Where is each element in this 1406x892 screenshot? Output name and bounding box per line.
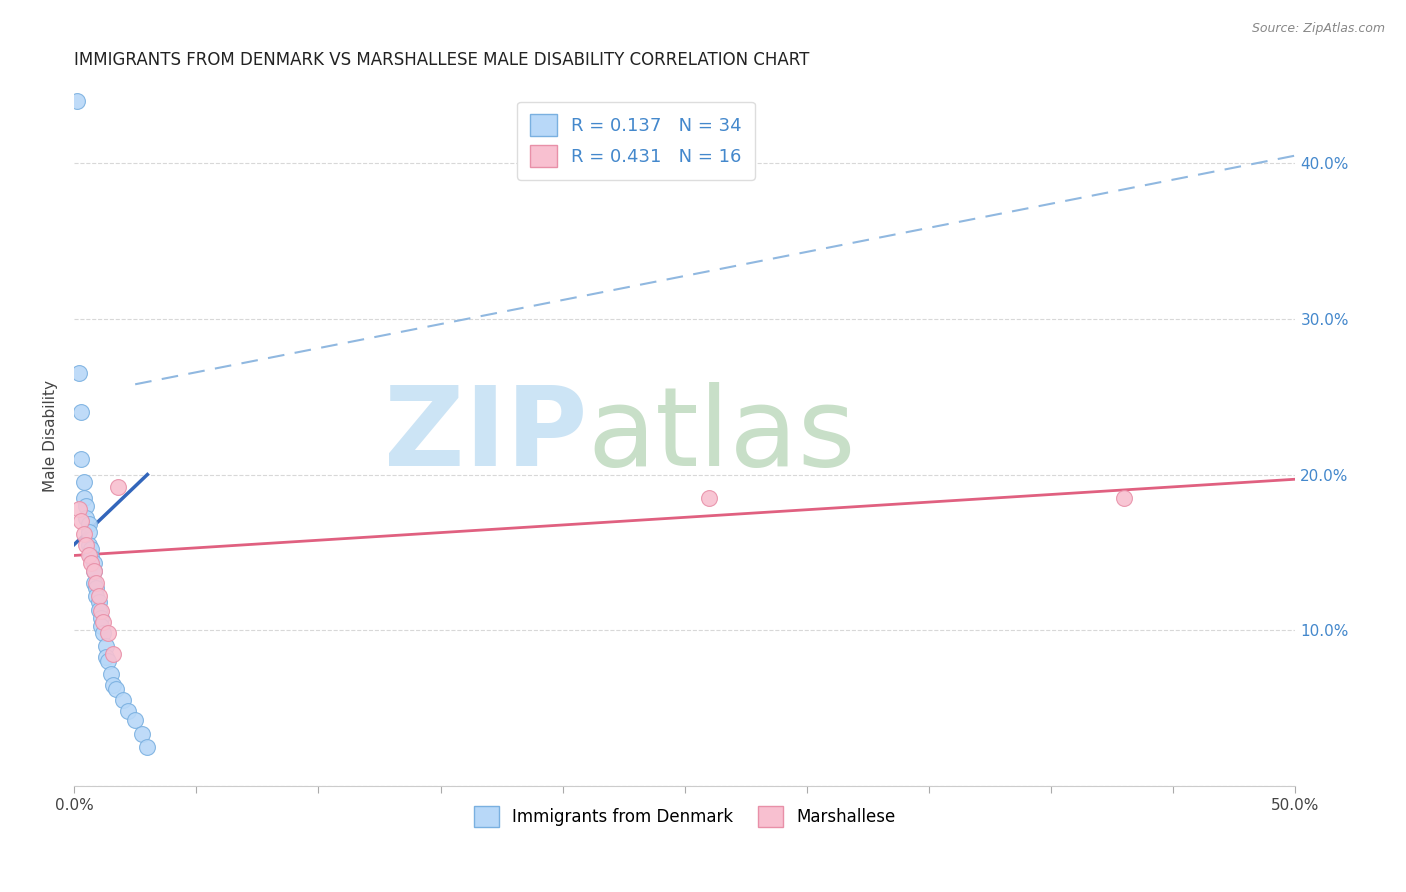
Point [87, 595, 110, 609]
Point [104, 682, 127, 697]
Point [84, 576, 107, 591]
Point [97, 626, 120, 640]
Text: atlas: atlas [588, 382, 856, 489]
Point [90, 611, 112, 625]
Point [100, 666, 122, 681]
Point [97, 654, 120, 668]
Point [117, 704, 139, 718]
Point [1114, 491, 1136, 505]
Point [90, 618, 112, 632]
Point [70, 514, 93, 528]
Point [73, 475, 96, 490]
Point [67, 501, 90, 516]
Point [101, 647, 124, 661]
Point [84, 581, 107, 595]
Point [101, 678, 124, 692]
Point [124, 714, 146, 728]
Text: Source: ZipAtlas.com: Source: ZipAtlas.com [1251, 22, 1385, 36]
Point [93, 615, 115, 630]
Point [111, 693, 134, 707]
Point [83, 576, 105, 591]
Point [80, 549, 103, 564]
Y-axis label: Male Disability: Male Disability [44, 380, 58, 491]
Point [80, 556, 103, 570]
Point [75, 538, 97, 552]
Point [90, 605, 112, 619]
Legend: Immigrants from Denmark, Marshallese: Immigrants from Denmark, Marshallese [467, 800, 903, 833]
Point [77, 517, 100, 532]
Point [697, 491, 720, 505]
Point [65, 94, 87, 108]
Point [83, 564, 105, 578]
Point [70, 452, 93, 467]
Point [93, 626, 115, 640]
Text: ZIP: ZIP [384, 382, 588, 489]
Point [73, 526, 96, 541]
Point [87, 603, 110, 617]
Point [94, 649, 117, 664]
Text: IMMIGRANTS FROM DENMARK VS MARSHALLESE MALE DISABILITY CORRELATION CHART: IMMIGRANTS FROM DENMARK VS MARSHALLESE M… [75, 51, 810, 69]
Point [75, 499, 97, 513]
Point [87, 589, 110, 603]
Point [77, 538, 100, 552]
Point [80, 542, 103, 557]
Point [75, 511, 97, 525]
Point [136, 739, 159, 754]
Point [70, 405, 93, 419]
Point [84, 589, 107, 603]
Point [83, 564, 105, 578]
Point [131, 727, 153, 741]
Point [77, 549, 100, 563]
Point [94, 639, 117, 653]
Point [73, 491, 96, 505]
Point [77, 525, 100, 540]
Point [67, 367, 90, 381]
Point [83, 556, 105, 570]
Point [107, 480, 129, 494]
